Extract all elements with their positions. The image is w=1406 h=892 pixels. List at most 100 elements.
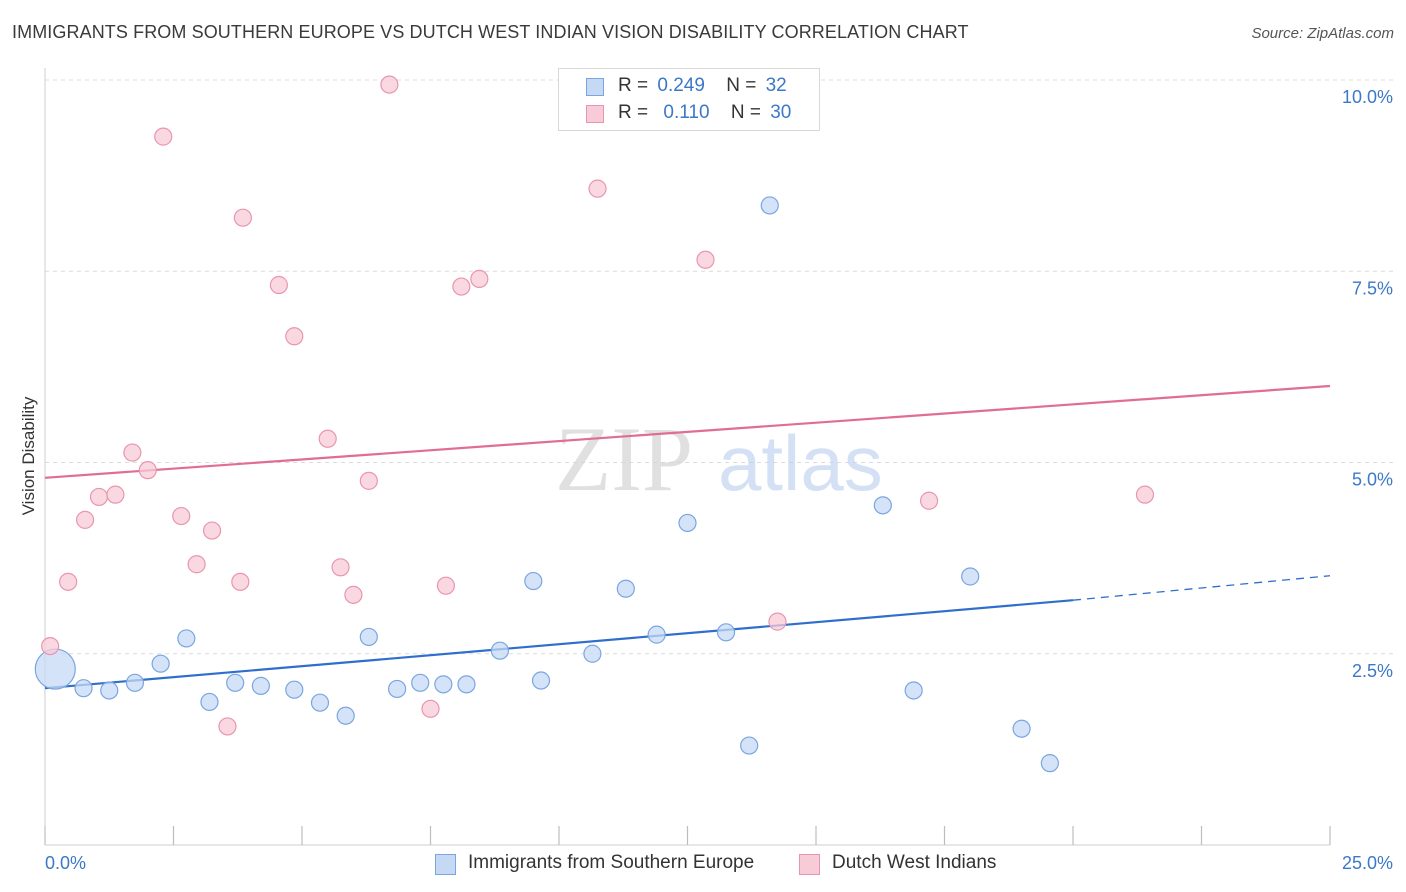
data-point-pink [154,127,173,146]
data-point-blue [490,641,509,660]
data-point-blue [411,673,430,692]
data-point-pink [138,461,157,480]
data-point-blue [151,654,170,673]
data-point-pink [359,471,378,490]
data-point-blue [457,675,476,694]
legend-n-value: 32 [765,75,787,96]
data-point-pink [331,558,350,577]
y-tick-label: 7.5% [1352,278,1393,298]
data-point-blue [904,681,923,700]
y-tick-label: 10.0% [1342,87,1393,107]
trend-extension-blue [1072,575,1331,601]
data-point-blue [583,644,602,663]
data-point-blue [760,196,779,215]
legend-swatch-blue [586,78,604,96]
data-point-pink [421,699,440,718]
data-point-blue [177,629,196,648]
data-point-pink [588,179,607,198]
data-point-blue [100,681,119,700]
series-label-pink: Dutch West Indians [832,852,997,873]
data-point-pink [41,636,60,656]
legend-r-value: 0.249 [657,75,705,96]
legend-swatch-pink [586,105,604,123]
data-point-pink [123,443,142,462]
data-point-pink [344,585,363,604]
data-point-blue [285,680,304,699]
data-point-blue [336,706,355,725]
data-point-pink [218,717,237,736]
data-point-blue [434,675,453,694]
series-label-blue: Immigrants from Southern Europe [468,852,755,873]
data-point-blue [125,673,145,692]
data-point-blue [34,648,76,690]
data-point-pink [919,491,939,510]
y-axis-label: Vision Disability [19,396,38,515]
data-point-pink [89,487,109,507]
data-point-blue [359,627,378,647]
trend-line-blue [44,599,1074,690]
watermark: ZIP atlas [555,408,883,510]
data-point-pink [75,510,95,529]
data-point-blue [1040,754,1059,773]
legend-r-label: R = [618,102,649,123]
data-point-blue [873,496,892,515]
data-point-pink [1135,485,1155,504]
data-point-pink [106,485,125,504]
data-point-blue [251,676,270,695]
axis-layer [44,68,1331,846]
label-layer: 2.5% 5.0% 7.5% 10.0% 0.0% 25.0% Vision Disabil… [19,87,1393,873]
legend-n-label: N = [726,75,757,96]
data-point-pink [436,576,456,595]
data-point-pink [269,275,288,295]
data-point-blue [740,736,759,755]
data-point-blue [647,625,666,644]
points-layer [34,75,1155,773]
legend-text-blue: R = 0.249 N = 32 [618,75,787,97]
legend-n-label: N = [730,102,761,123]
series-swatch-pink [799,854,820,875]
data-point-pink [172,506,191,526]
series-swatch-blue [435,854,456,875]
trend-layer [44,384,1331,690]
y-tick-label: 5.0% [1352,470,1393,490]
chart-title: IMMIGRANTS FROM SOUTHERN EUROPE VS DUTCH… [12,22,969,42]
legend-text-pink: R = 0.110 N = 30 [618,102,791,124]
data-point-pink [696,250,715,269]
data-point-pink [285,327,304,346]
legend-r-label: R = [618,75,649,96]
data-point-pink [318,429,337,448]
data-point-blue [310,693,330,712]
data-point-blue [716,623,736,642]
data-point-blue [74,679,93,698]
data-point-pink [768,612,787,631]
data-point-pink [470,269,489,288]
data-point-blue [1012,719,1031,738]
trend-line-pink [44,384,1331,479]
data-point-pink [187,555,206,574]
data-point-pink [59,572,78,591]
y-tick-label: 2.5% [1352,661,1393,681]
correlation-legend: R = 0.249 N = 32 R = 0.110 N = 30 [558,68,820,131]
grid-layer [45,79,1393,655]
data-point-pink [202,521,222,540]
data-point-blue [387,679,407,699]
watermark-atlas: atlas [718,419,883,507]
data-point-blue [961,567,980,586]
legend-r-value: 0.110 [663,102,710,123]
data-point-pink [233,208,252,227]
data-point-blue [531,671,551,690]
data-point-blue [616,579,635,598]
watermark-zip: ZIP [555,408,693,510]
data-point-pink [231,572,250,591]
x-tick-label: 0.0% [45,853,86,873]
x-tick-label: 25.0% [1342,853,1393,873]
data-point-blue [200,692,219,712]
data-point-blue [524,571,543,591]
chart-source: Source: ZipAtlas.com [1251,25,1394,42]
data-point-pink [452,277,471,296]
legend-n-value: 30 [770,102,792,123]
data-point-blue [226,673,245,692]
data-point-blue [678,513,697,533]
data-point-pink [380,75,399,94]
